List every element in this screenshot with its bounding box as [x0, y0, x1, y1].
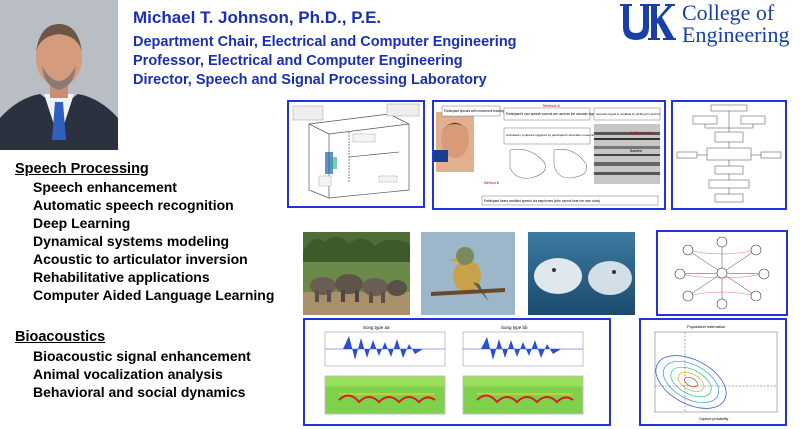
title-line-2: Professor, Electrical and Computer Engin…	[133, 53, 463, 69]
method-box-1: Participant speaks with movement trackin…	[444, 109, 505, 113]
baseline-label: Baseline	[630, 149, 642, 153]
speech-item: Dynamical systems modeling	[33, 233, 230, 249]
title-line-3: Director, Speech and Signal Processing L…	[133, 72, 487, 88]
beluga-photo	[528, 232, 635, 315]
logo-line-1: College of	[682, 0, 775, 25]
method-a-label: Method A	[543, 103, 560, 108]
method-box-3: Articulatory synthesis triggered by part…	[506, 133, 633, 137]
portrait-photo	[0, 0, 118, 150]
method-b-label: Method B	[484, 181, 500, 185]
flowchart-figure	[671, 100, 787, 210]
song2-title: Song type bb	[501, 325, 528, 330]
title-line-1: Department Chair, Electrical and Compute…	[133, 34, 517, 50]
speech-item: Computer Aided Language Learning	[33, 287, 275, 303]
bird-photo	[421, 232, 515, 315]
speech-item: Acoustic to articulator inversion	[33, 251, 248, 267]
network-diagram	[656, 230, 788, 316]
college-logo-text: College of Engineering	[682, 2, 790, 46]
contour-title: Population estimation	[687, 324, 725, 329]
bio-item: Animal vocalization analysis	[33, 366, 223, 382]
speech-item: Deep Learning	[33, 215, 131, 231]
speech-item: Speech enhancement	[33, 179, 177, 195]
speech-item: Automatic speech recognition	[33, 197, 234, 213]
method-box-4: Acoustic signal is modified by shifting …	[596, 112, 660, 116]
song1-title: Song type aa	[363, 325, 390, 330]
method-bottom-box: Participant hears modified speech via ea…	[484, 199, 600, 203]
song-figure: Song type aa Song type bb	[303, 318, 611, 426]
contour-xlabel: Capture probability	[699, 417, 729, 421]
uk-logo-icon	[618, 2, 676, 42]
contour-figure: Population estimation Capture probabilit…	[639, 318, 787, 426]
measurement-diagram	[287, 100, 425, 208]
person-name: Michael T. Johnson, Ph.D., P.E.	[133, 8, 382, 27]
bio-item: Bioacoustic signal enhancement	[33, 348, 251, 364]
logo-line-2: Engineering	[682, 22, 790, 47]
bio-heading: Bioacoustics	[15, 329, 106, 345]
method-figure: Method A Participant speaks with movemen…	[432, 100, 666, 210]
speech-item: Rehabilitative applications	[33, 269, 210, 285]
elephants-photo	[303, 232, 410, 315]
bio-item: Behavioral and social dynamics	[33, 384, 246, 400]
full-perturbation-label: Full Perturbation	[630, 131, 654, 135]
speech-heading: Speech Processing	[15, 161, 149, 177]
method-box-2: Participant's own speech sounds are used…	[506, 112, 597, 116]
